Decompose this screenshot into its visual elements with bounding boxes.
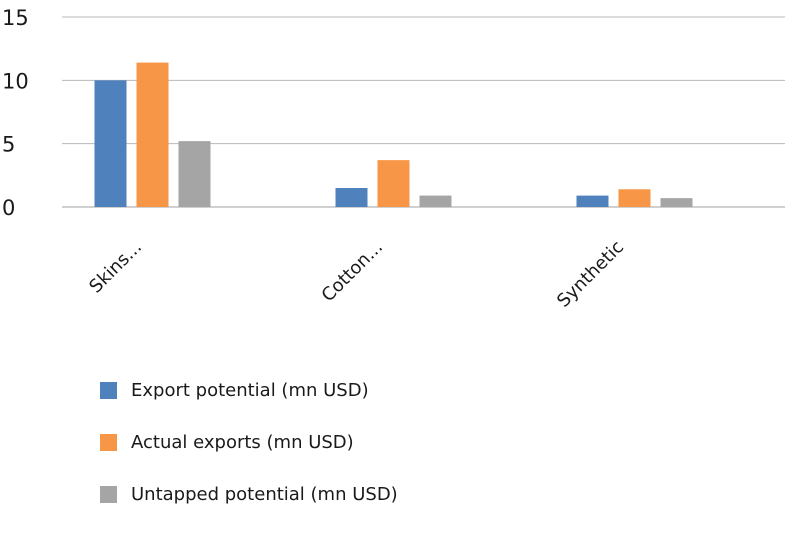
x-category-label: Synthetic — [553, 237, 628, 312]
legend-label: Untapped potential (mn USD) — [131, 483, 398, 505]
chart-legend: Export potential (mn USD) Actual exports … — [100, 378, 398, 534]
bar-actual-exports — [618, 189, 651, 207]
bar-untapped-potential — [419, 195, 452, 207]
y-tick-label: 10 — [2, 69, 29, 93]
x-category-label: Skins... — [85, 237, 146, 298]
legend-item: Untapped potential (mn USD) — [100, 482, 398, 506]
legend-item: Export potential (mn USD) — [100, 378, 398, 402]
legend-label: Actual exports (mn USD) — [131, 431, 354, 453]
legend-label: Export potential (mn USD) — [131, 379, 369, 401]
bar-untapped-potential — [178, 141, 211, 207]
bar-untapped-potential — [660, 198, 693, 207]
y-tick-label: 15 — [2, 6, 29, 30]
legend-item: Actual exports (mn USD) — [100, 430, 398, 454]
y-tick-label: 5 — [2, 133, 15, 157]
bar-actual-exports — [136, 62, 169, 207]
y-tick-label: 0 — [2, 196, 15, 220]
bar-actual-exports — [377, 160, 410, 207]
bar-chart: 0 5 10 15 Skins... Cotton... Synthetic — [2, 6, 785, 312]
legend-swatch — [100, 381, 117, 399]
bar-export-potential — [335, 188, 368, 207]
bar-export-potential — [94, 80, 127, 207]
x-category-label: Cotton... — [318, 237, 388, 307]
legend-swatch — [100, 433, 117, 451]
bar-export-potential — [576, 195, 609, 207]
legend-swatch — [100, 485, 117, 503]
